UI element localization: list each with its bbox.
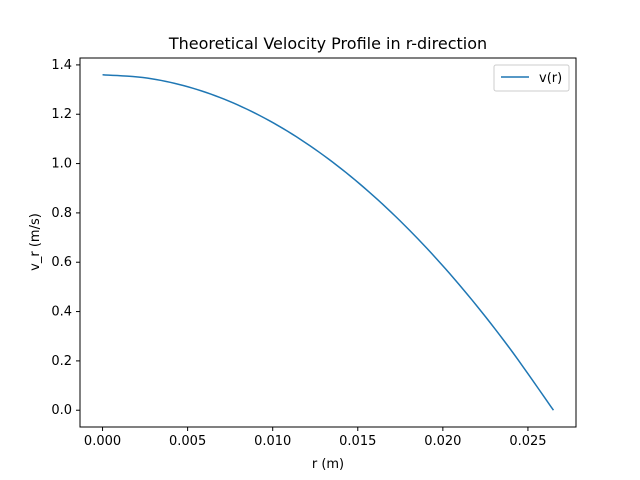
y-axis-title: v_r (m/s) [28, 213, 43, 271]
x-tick-label: 0.010 [254, 434, 291, 449]
y-axis: 0.0 0.2 0.4 0.6 0.8 1.0 1.2 1.4 [51, 58, 80, 418]
x-axis-title: r (m) [312, 457, 344, 472]
legend-label: v(r) [539, 71, 562, 86]
legend: v(r) [493, 64, 570, 92]
chart-title: Theoretical Velocity Profile in r-direct… [168, 34, 487, 53]
y-tick-label: 0.0 [51, 403, 72, 418]
plot-area-frame [79, 57, 577, 428]
x-tick-label: 0.000 [84, 434, 121, 449]
y-tick-label: 0.8 [51, 206, 72, 221]
x-axis: 0.000 0.005 0.010 0.015 0.020 0.025 [84, 427, 547, 449]
y-tick-label: 1.2 [51, 107, 72, 122]
x-tick-label: 0.015 [339, 434, 376, 449]
x-tick-label: 0.020 [424, 434, 461, 449]
x-tick-label: 0.005 [169, 434, 206, 449]
y-tick-label: 0.2 [51, 354, 72, 369]
y-tick-label: 1.0 [51, 157, 72, 172]
series-line-v-r [102, 74, 555, 411]
x-tick-label: 0.025 [509, 434, 546, 449]
legend-box [493, 64, 570, 92]
y-tick-label: 1.4 [51, 58, 72, 73]
y-tick-label: 0.4 [51, 305, 72, 320]
y-tick-label: 0.6 [51, 255, 72, 270]
